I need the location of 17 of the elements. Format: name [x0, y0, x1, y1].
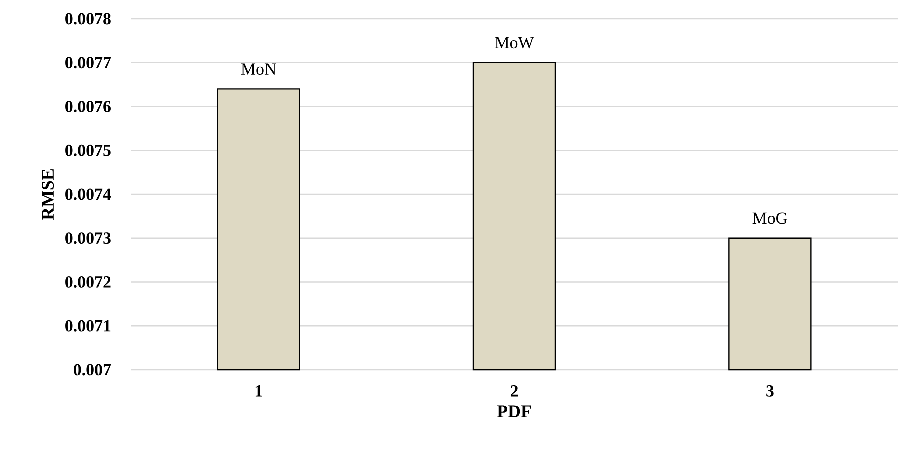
data-label: MoW — [495, 37, 534, 49]
data-label: MoN — [241, 64, 276, 76]
y-tick-label: 0.0077 — [66, 57, 112, 69]
y-tick-label: 0.0076 — [66, 101, 111, 112]
y-axis-title: RMSE — [42, 170, 54, 220]
x-tick-label: 2 — [510, 386, 518, 397]
y-tick-label: 0.0072 — [66, 276, 111, 288]
data-label: MoG — [752, 212, 788, 224]
y-tick-label: 0.0078 — [66, 13, 111, 25]
y-tick-label: 0.0074 — [66, 188, 112, 200]
x-tick-label: 3 — [766, 386, 774, 397]
y-tick-label: 0.0075 — [66, 144, 111, 156]
y-tick-label: 0.0073 — [66, 232, 111, 244]
y-tick-label: 0.0071 — [66, 320, 111, 332]
x-axis-title: PDF — [497, 406, 532, 418]
y-tick-label: 0.007 — [74, 364, 112, 376]
x-tick-label: 1 — [256, 386, 262, 397]
